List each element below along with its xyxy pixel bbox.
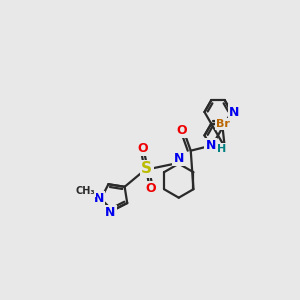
Text: O: O bbox=[137, 142, 148, 155]
Text: N: N bbox=[105, 206, 116, 219]
Text: O: O bbox=[176, 124, 187, 137]
Text: Br: Br bbox=[216, 119, 230, 129]
Text: N: N bbox=[206, 139, 216, 152]
Text: S: S bbox=[141, 161, 152, 176]
Text: N: N bbox=[94, 192, 104, 206]
Text: N: N bbox=[229, 106, 240, 118]
Text: CH₃: CH₃ bbox=[75, 186, 95, 196]
Text: N: N bbox=[174, 152, 184, 165]
Text: H: H bbox=[217, 144, 226, 154]
Text: O: O bbox=[146, 182, 156, 195]
